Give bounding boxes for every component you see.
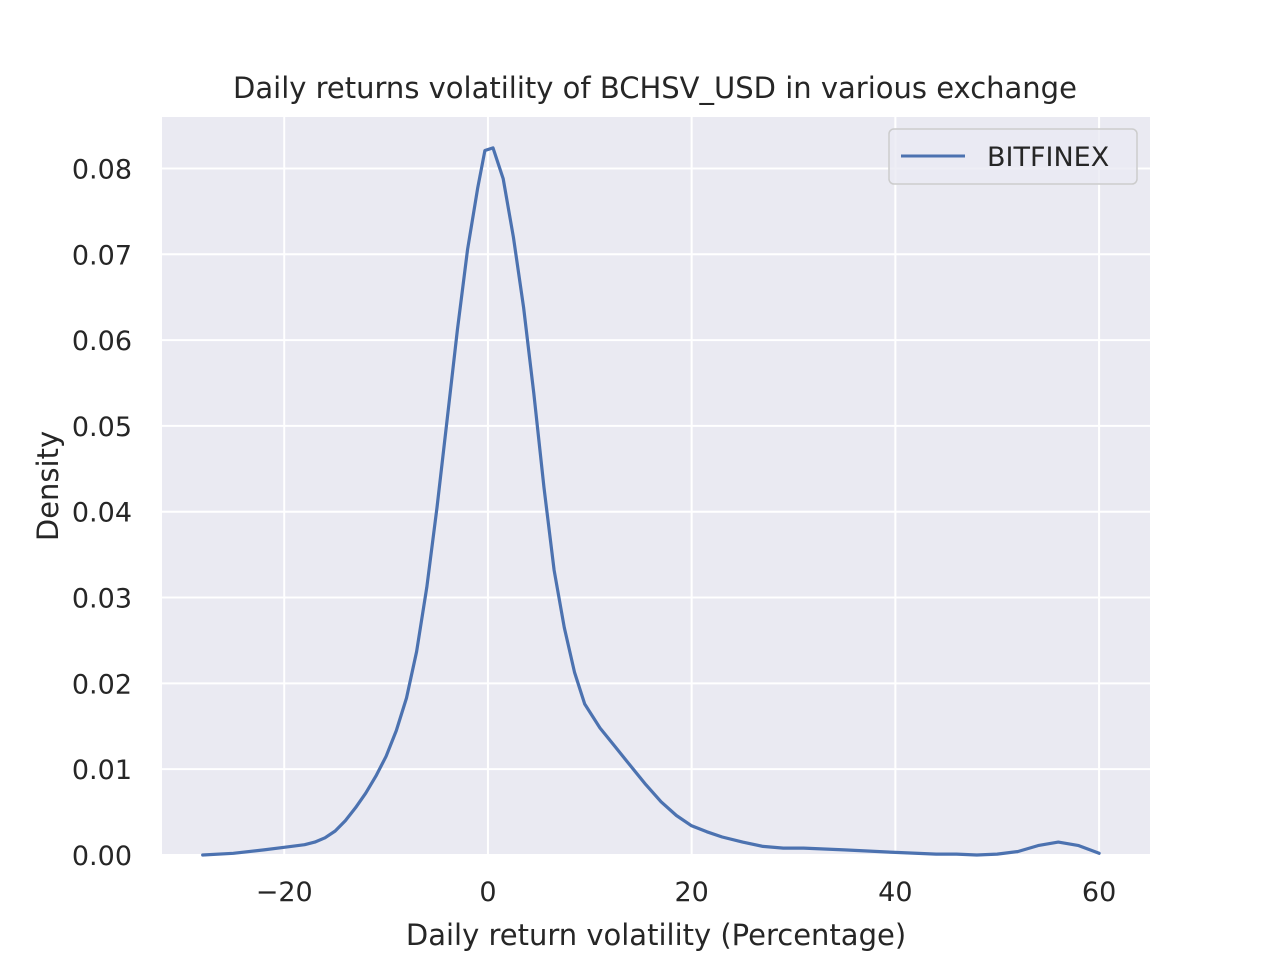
y-tick-label: 0.02 xyxy=(72,669,132,700)
y-tick-label: 0.06 xyxy=(72,326,132,357)
y-axis-ticks: 0.00 0.01 0.02 0.03 0.04 0.05 0.06 0.07 0.08 xyxy=(72,154,132,872)
y-tick-label: 0.07 xyxy=(72,240,132,271)
x-tick-label: −20 xyxy=(256,877,313,908)
legend-box xyxy=(888,128,1138,185)
legend: BITFINEX xyxy=(888,128,1138,185)
legend-label: BITFINEX xyxy=(987,142,1109,173)
x-axis-ticks: −20 0 20 40 60 xyxy=(256,877,1117,908)
series-layer xyxy=(201,146,1101,857)
x-tick-label: 20 xyxy=(674,877,708,908)
y-tick-label: 0.03 xyxy=(72,584,132,615)
series-line-bitfinex xyxy=(201,146,1101,857)
chart-title: Daily returns volatility of BCHSV_USD in… xyxy=(233,71,1077,105)
y-tick-label: 0.05 xyxy=(72,412,132,443)
y-tick-label: 0.08 xyxy=(72,154,132,185)
grid xyxy=(162,117,1150,856)
x-tick-label: 40 xyxy=(878,877,912,908)
y-axis-label: Density xyxy=(31,431,65,541)
y-tick-label: 0.01 xyxy=(72,755,132,786)
x-axis-label: Daily return volatility (Percentage) xyxy=(406,918,906,952)
x-tick-label: 0 xyxy=(479,877,496,908)
y-tick-label: 0.04 xyxy=(72,498,132,529)
x-tick-label: 60 xyxy=(1082,877,1116,908)
y-tick-label: 0.00 xyxy=(72,841,132,872)
plot-area xyxy=(162,117,1150,855)
